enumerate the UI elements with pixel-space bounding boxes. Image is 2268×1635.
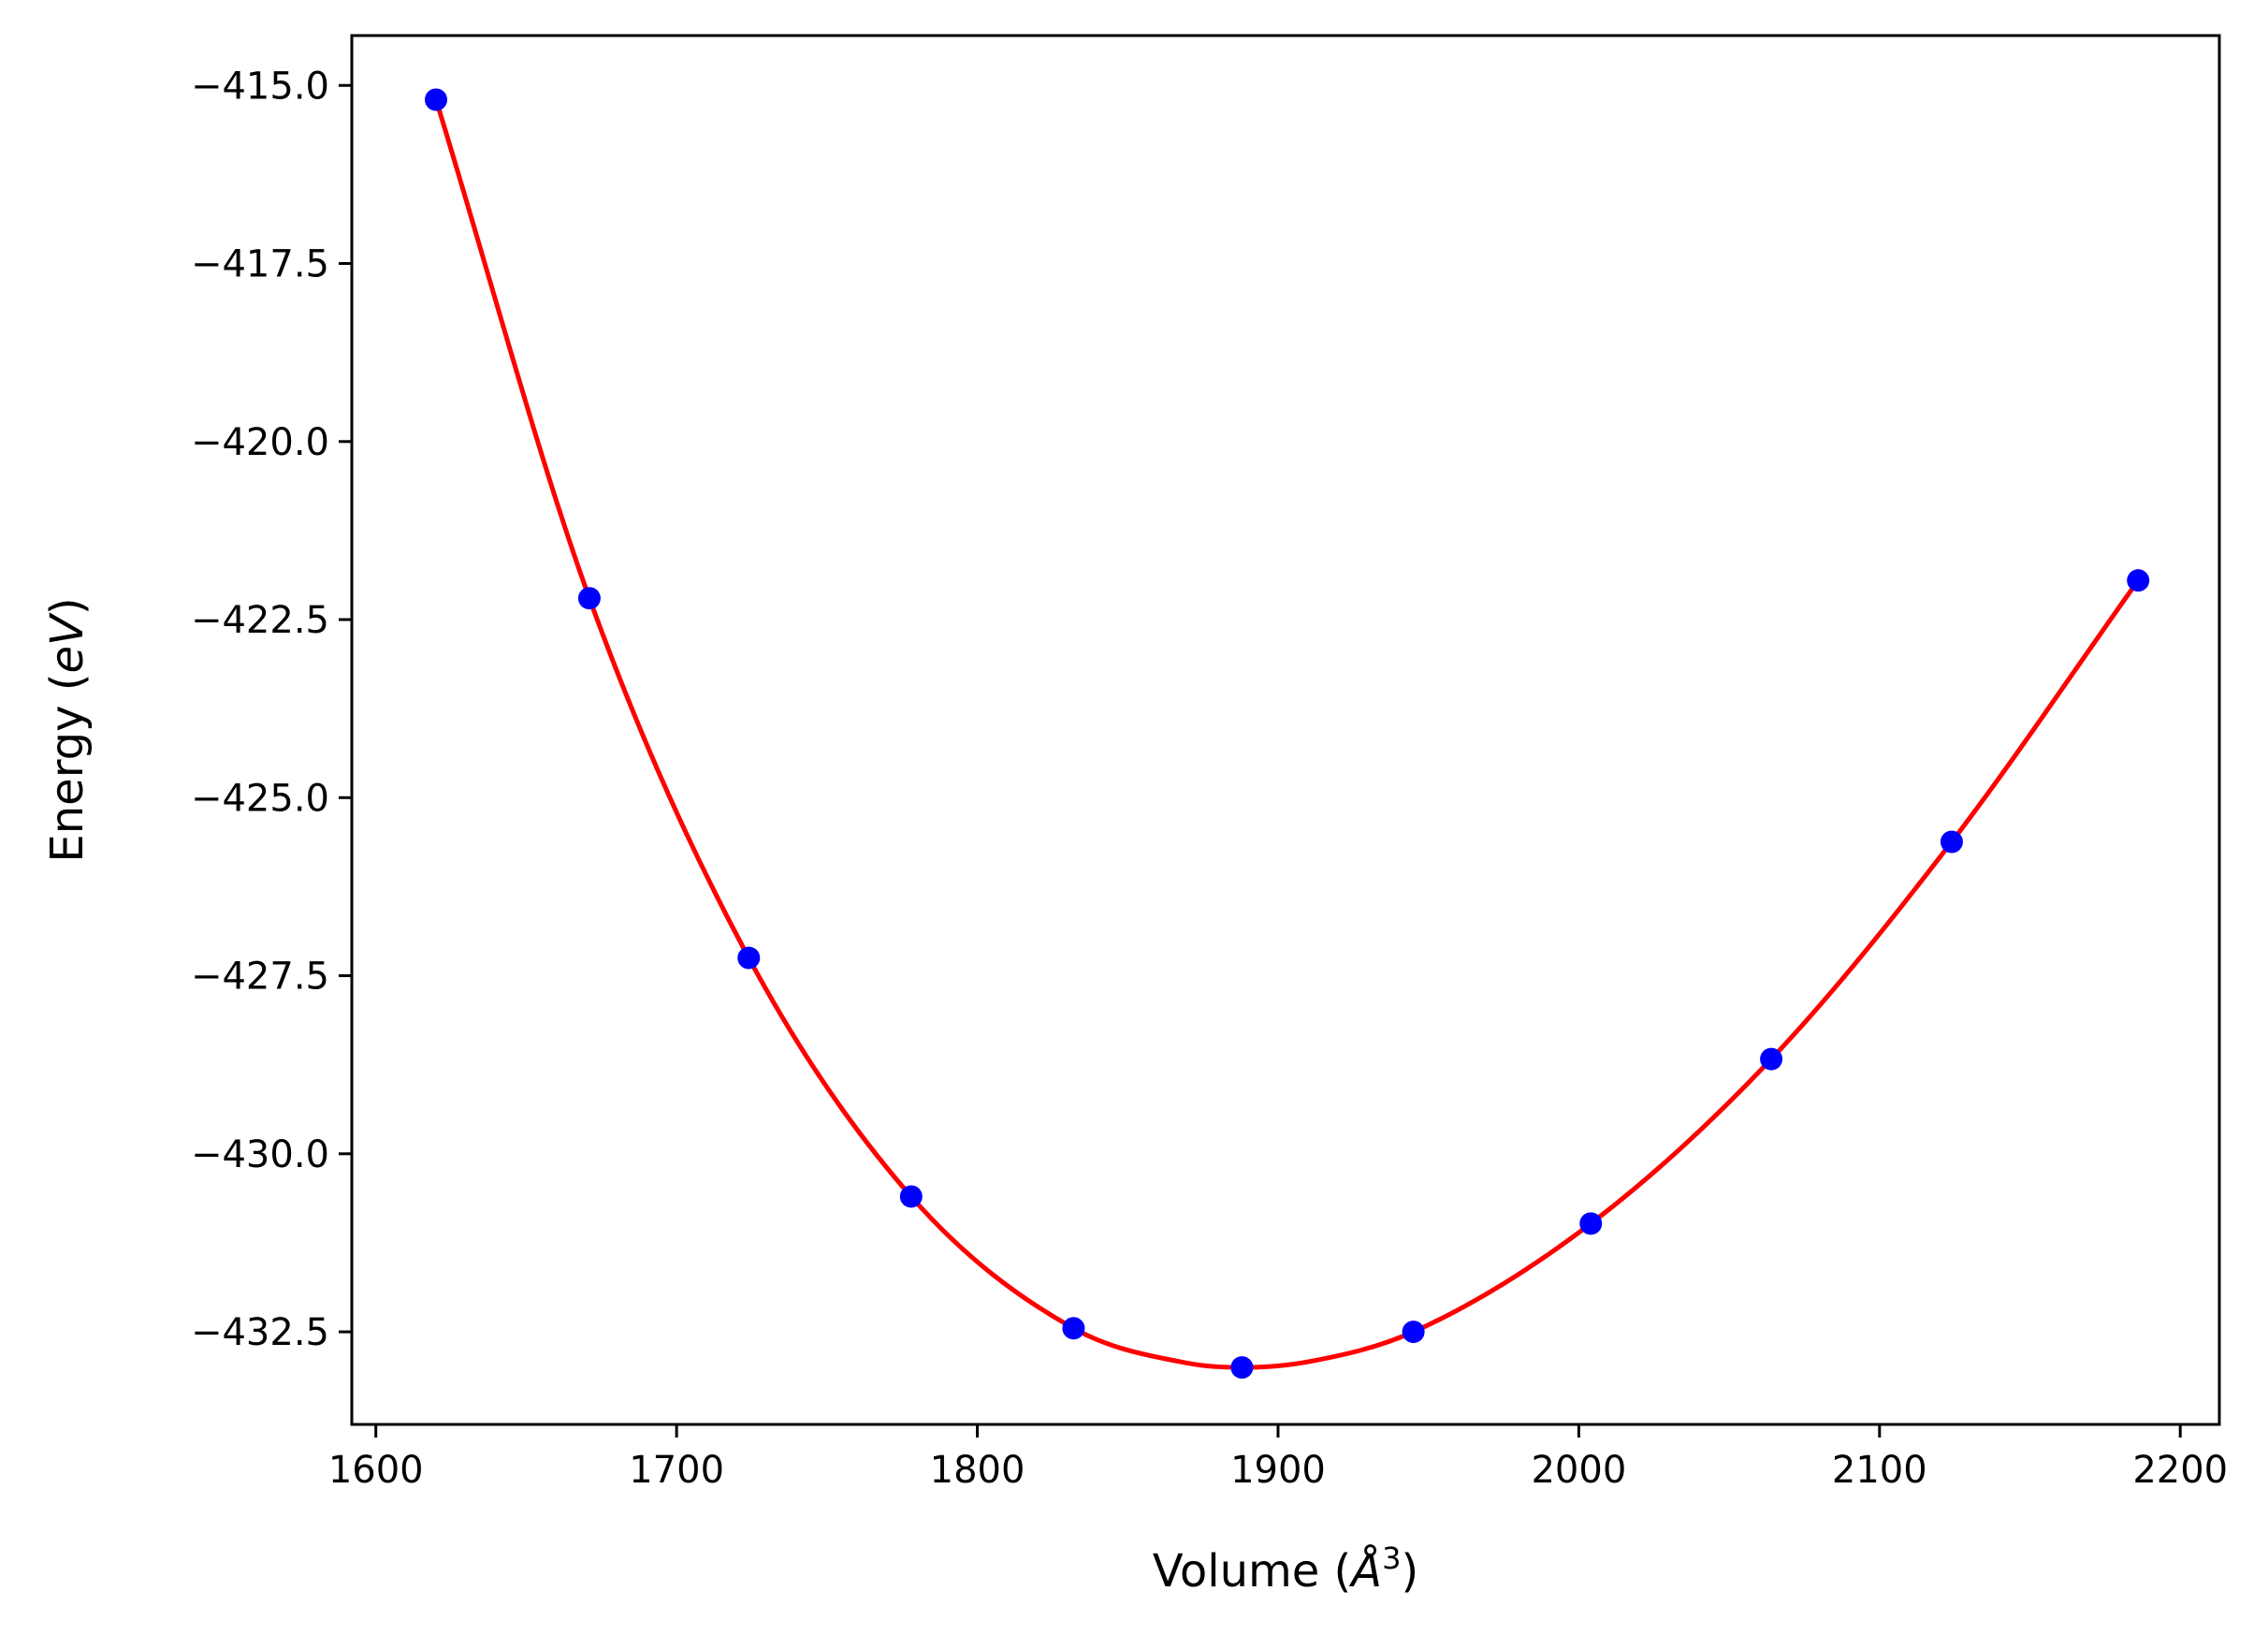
data-point — [899, 1185, 923, 1208]
data-point — [1062, 1317, 1085, 1340]
data-point — [577, 587, 601, 610]
data-point — [1760, 1047, 1783, 1071]
x-tick-label: 2200 — [2132, 1449, 2228, 1492]
x-axis-title-suffix: ) — [1401, 1545, 1418, 1598]
x-axis: 1600 1700 1800 1900 2000 2100 2200 — [328, 1424, 2228, 1492]
y-tick-label: −427.5 — [191, 956, 329, 999]
x-tick-label: 1900 — [1230, 1449, 1326, 1492]
y-tick-label: −425.0 — [191, 777, 329, 820]
y-tick-label: −432.5 — [191, 1311, 329, 1354]
y-axis: −415.0 −417.5 −420.0 −422.5 −425.0 −427.5 −430… — [191, 65, 352, 1354]
data-point — [1579, 1212, 1603, 1235]
y-axis-title-suffix: ) — [41, 597, 94, 615]
x-axis-title-symbol: Å — [1348, 1544, 1382, 1598]
data-point — [1230, 1356, 1254, 1380]
fit-curve-line — [433, 98, 2141, 1370]
x-axis-title: Volume (Å3) — [1153, 1540, 1418, 1598]
data-point — [1940, 830, 1963, 854]
y-tick-label: −430.0 — [191, 1133, 329, 1176]
data-point — [1402, 1321, 1425, 1344]
x-tick-label: 1700 — [629, 1449, 724, 1492]
x-tick-label: 1600 — [328, 1449, 424, 1492]
y-axis-title-unit: eV — [41, 612, 94, 674]
y-tick-label: −422.5 — [191, 599, 329, 642]
x-tick-label: 2100 — [1832, 1449, 1927, 1492]
x-tick-label: 2000 — [1531, 1449, 1626, 1492]
y-tick-label: −415.0 — [191, 65, 329, 108]
x-axis-title-superscript: 3 — [1382, 1540, 1401, 1576]
data-points — [424, 88, 2150, 1380]
data-point — [424, 88, 447, 111]
y-axis-title-prefix: Energy ( — [41, 674, 94, 863]
plot-frame — [350, 34, 2221, 1426]
y-tick-label: −420.0 — [191, 421, 329, 464]
y-axis-title: Energy (eV) — [41, 597, 94, 862]
x-tick-label: 1800 — [930, 1449, 1025, 1492]
y-tick-label: −417.5 — [191, 243, 329, 286]
data-point — [737, 946, 761, 970]
data-point — [2127, 569, 2150, 592]
x-axis-title-prefix: Volume ( — [1153, 1545, 1352, 1598]
